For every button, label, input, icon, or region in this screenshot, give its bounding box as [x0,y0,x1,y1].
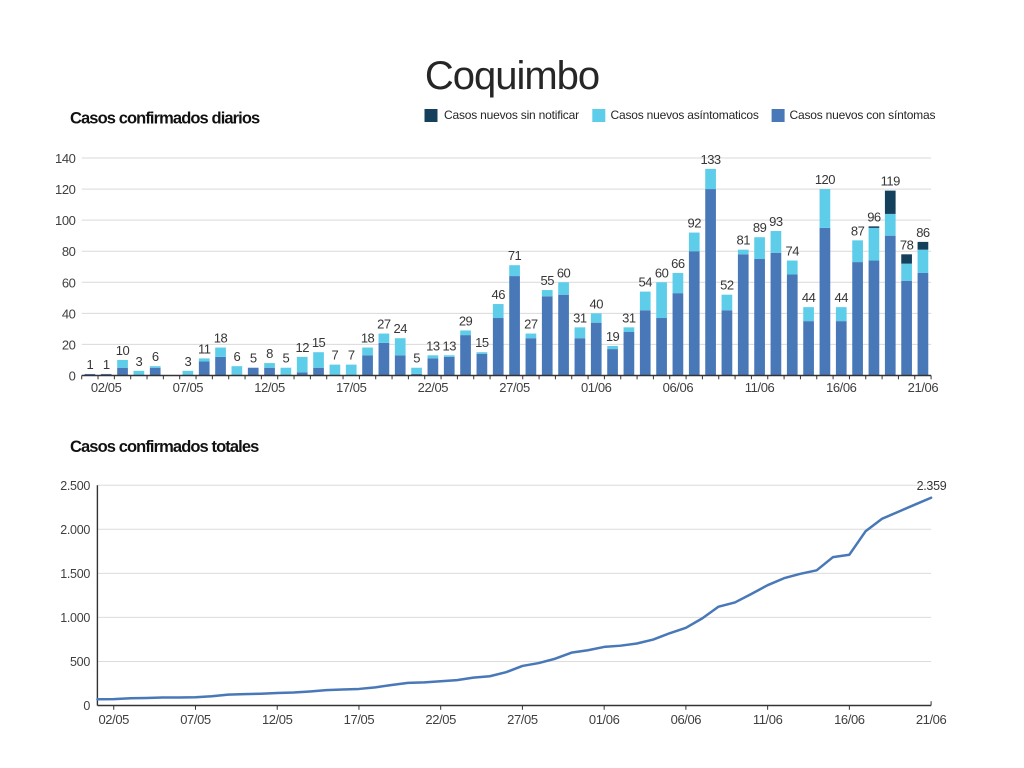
svg-text:120: 120 [815,172,835,187]
svg-text:66: 66 [671,256,685,271]
svg-text:133: 133 [700,152,720,167]
svg-text:140: 140 [55,151,76,166]
svg-text:20: 20 [62,337,76,352]
svg-text:1: 1 [103,357,110,372]
svg-text:119: 119 [881,174,900,189]
svg-text:60: 60 [557,265,571,280]
svg-text:07/05: 07/05 [180,712,211,727]
svg-text:Casos nuevos con síntomas: Casos nuevos con síntomas [790,108,936,122]
svg-text:96: 96 [867,209,881,224]
svg-text:2.359: 2.359 [917,479,947,493]
svg-text:0: 0 [69,369,76,384]
svg-text:07/05: 07/05 [173,380,204,395]
svg-text:16/06: 16/06 [826,380,857,395]
svg-text:17/05: 17/05 [336,380,367,395]
svg-text:60: 60 [62,275,76,290]
svg-text:78: 78 [900,237,914,252]
svg-text:Coquimbo: Coquimbo [425,54,599,98]
svg-text:71: 71 [508,248,522,263]
svg-text:2.500: 2.500 [60,479,90,493]
svg-text:31: 31 [622,310,636,325]
svg-text:11: 11 [198,341,211,356]
svg-text:87: 87 [851,223,865,238]
svg-text:01/06: 01/06 [581,380,612,395]
svg-text:3: 3 [136,354,143,369]
svg-text:27/05: 27/05 [499,380,530,395]
svg-text:29: 29 [459,313,473,328]
svg-text:52: 52 [720,278,734,293]
svg-text:21/06: 21/06 [908,380,939,395]
svg-text:6: 6 [152,349,159,364]
svg-text:16/06: 16/06 [834,712,865,727]
svg-text:17/05: 17/05 [344,712,375,727]
svg-text:22/05: 22/05 [425,712,456,727]
svg-text:12: 12 [295,340,309,355]
svg-text:11/06: 11/06 [753,712,783,727]
svg-text:Casos confirmados diarios: Casos confirmados diarios [70,110,260,128]
svg-text:40: 40 [62,306,76,321]
svg-text:21/06: 21/06 [916,712,947,727]
svg-text:0: 0 [83,699,90,713]
svg-text:31: 31 [573,310,587,325]
svg-text:19: 19 [606,329,620,344]
svg-text:12/05: 12/05 [254,380,285,395]
svg-text:18: 18 [214,331,228,346]
svg-text:92: 92 [688,216,702,231]
svg-text:Casos nuevos asíntomaticos: Casos nuevos asíntomaticos [611,108,759,122]
svg-text:7: 7 [332,348,339,363]
svg-text:27: 27 [524,317,538,332]
svg-text:11/06: 11/06 [745,380,775,395]
svg-text:24: 24 [393,321,407,336]
svg-text:7: 7 [348,348,355,363]
svg-text:06/06: 06/06 [671,712,702,727]
svg-text:44: 44 [835,290,849,305]
svg-text:15: 15 [312,335,326,350]
svg-text:6: 6 [234,349,241,364]
svg-text:12/05: 12/05 [262,712,293,727]
svg-text:93: 93 [769,214,783,229]
svg-text:Casos confirmados totales: Casos confirmados totales [70,438,259,456]
svg-text:27/05: 27/05 [507,712,538,727]
svg-text:1: 1 [87,357,94,372]
svg-text:120: 120 [55,182,76,197]
svg-text:86: 86 [916,225,930,240]
svg-text:18: 18 [361,331,375,346]
svg-text:1.000: 1.000 [60,611,90,625]
svg-text:27: 27 [377,317,391,332]
svg-text:74: 74 [786,244,800,259]
svg-text:2.000: 2.000 [60,523,90,537]
svg-text:89: 89 [753,220,767,235]
svg-text:80: 80 [62,244,76,259]
svg-text:60: 60 [655,265,669,280]
svg-text:01/06: 01/06 [589,712,620,727]
svg-text:5: 5 [413,351,420,366]
svg-text:02/05: 02/05 [91,380,122,395]
svg-text:500: 500 [70,655,90,669]
svg-text:10: 10 [116,343,130,358]
svg-text:46: 46 [491,287,505,302]
svg-text:100: 100 [55,213,76,228]
svg-text:81: 81 [737,233,751,248]
svg-text:06/06: 06/06 [663,380,694,395]
svg-text:02/05: 02/05 [98,712,129,727]
svg-text:54: 54 [639,275,653,290]
svg-text:40: 40 [590,296,604,311]
svg-text:Casos nuevos sin notificar: Casos nuevos sin notificar [444,108,579,122]
svg-text:5: 5 [283,351,290,366]
svg-text:44: 44 [802,290,816,305]
svg-text:5: 5 [250,351,257,366]
svg-text:8: 8 [266,346,273,361]
svg-text:22/05: 22/05 [418,380,449,395]
svg-text:15: 15 [475,335,489,350]
svg-text:13: 13 [442,338,456,353]
svg-text:55: 55 [541,273,555,288]
svg-text:3: 3 [185,354,192,369]
svg-text:1.500: 1.500 [60,567,90,581]
svg-text:13: 13 [426,338,440,353]
